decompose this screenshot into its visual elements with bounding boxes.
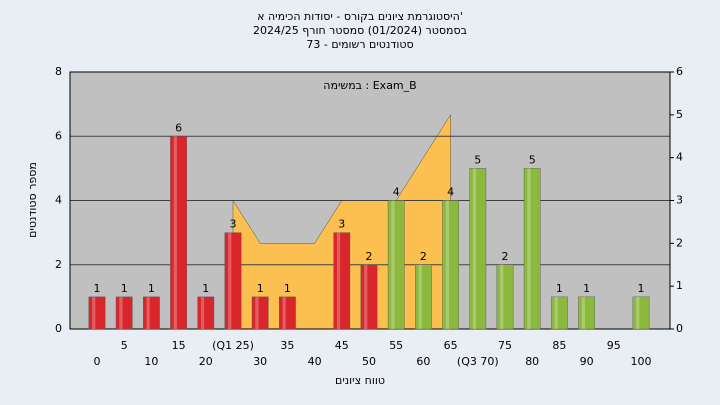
x-tick-label: 80 <box>525 355 539 368</box>
value-label: 5 <box>474 153 481 166</box>
bar <box>578 296 595 330</box>
bar-highlight <box>146 296 150 329</box>
x-tick-label: 90 <box>580 355 594 368</box>
value-label: 1 <box>638 282 645 295</box>
value-label: 1 <box>583 282 590 295</box>
y-tick-label: 0 <box>55 322 62 335</box>
bar-highlight <box>527 168 531 329</box>
chart-subtitle: סטודנטים רשומים - 73 <box>306 38 413 51</box>
value-label: 2 <box>366 250 373 263</box>
bar <box>251 296 269 330</box>
bar <box>551 296 568 330</box>
x-axis-label: טווח ציונים <box>335 374 385 387</box>
y-tick-label: 2 <box>55 258 62 271</box>
x-tick-label: 45 <box>335 339 349 352</box>
y-tick-label: 6 <box>55 129 62 142</box>
y2-tick-label: 6 <box>676 65 683 78</box>
y-axis-label: מספר סטודנטים <box>26 162 39 238</box>
x-tick-label: (Q1 25) <box>212 339 254 352</box>
value-label: 6 <box>175 121 182 134</box>
x-tick-label: 95 <box>607 339 621 352</box>
x-tick-label: 15 <box>172 339 186 352</box>
value-label: 2 <box>502 250 509 263</box>
bar-highlight <box>445 200 449 329</box>
bar-highlight <box>581 296 585 329</box>
x-tick-label: 60 <box>416 355 430 368</box>
bar <box>115 296 133 330</box>
bar-highlight <box>364 264 368 329</box>
bar-highlight <box>282 296 286 329</box>
x-tick-label: 20 <box>199 355 213 368</box>
annotation: במשימה : Exam_B <box>323 79 416 92</box>
y2-tick-label: 0 <box>676 322 683 335</box>
x-tick-label: 10 <box>144 355 158 368</box>
x-tick-label: 5 <box>121 339 128 352</box>
bar-highlight <box>418 264 422 329</box>
bar <box>415 264 432 330</box>
bar <box>442 200 459 330</box>
value-label: 1 <box>284 282 291 295</box>
bar-highlight <box>119 296 123 329</box>
value-label: 4 <box>393 186 400 199</box>
value-label: 1 <box>257 282 264 295</box>
bar <box>523 168 541 330</box>
bar-highlight <box>336 232 341 329</box>
y2-tick-label: 2 <box>676 236 683 249</box>
y2-tick-label: 3 <box>676 194 683 207</box>
y-tick-label: 4 <box>55 194 62 207</box>
bar-highlight <box>228 232 232 329</box>
value-label: 1 <box>148 282 155 295</box>
value-label: 3 <box>230 218 237 231</box>
value-label: 2 <box>420 250 427 263</box>
bar <box>360 264 378 330</box>
bar-highlight <box>173 136 177 329</box>
chart-subtitle: בסמסטר (01/2024) סמסטר חורף 2024/25 <box>253 24 467 37</box>
bar <box>197 296 215 330</box>
value-label: 5 <box>529 153 536 166</box>
x-tick-label: 40 <box>308 355 322 368</box>
x-tick-label: 85 <box>552 339 566 352</box>
value-label: 1 <box>94 282 101 295</box>
bar <box>387 200 405 330</box>
bar-highlight <box>200 296 205 329</box>
x-tick-label: 65 <box>444 339 458 352</box>
x-tick-label: (Q3 70) <box>457 355 499 368</box>
bar-highlight <box>472 168 477 329</box>
bar <box>170 136 187 330</box>
bar <box>632 296 650 330</box>
bar-highlight <box>554 296 558 329</box>
bar <box>279 296 296 330</box>
value-label: 3 <box>338 218 345 231</box>
x-tick-label: 100 <box>631 355 652 368</box>
x-tick-label: 35 <box>280 339 294 352</box>
chart-title: היסטוגרמת ציונים בקורס - יסודות הכימיה א… <box>257 10 463 23</box>
bar <box>143 296 160 330</box>
bar-highlight <box>255 296 259 329</box>
bar-highlight <box>500 264 504 329</box>
y-tick-label: 8 <box>55 65 62 78</box>
bar-highlight <box>636 296 640 329</box>
x-tick-label: 55 <box>389 339 403 352</box>
y2-tick-label: 5 <box>676 108 683 121</box>
value-label: 1 <box>121 282 128 295</box>
bar <box>469 168 487 330</box>
x-tick-label: 0 <box>94 355 101 368</box>
bar-highlight <box>92 296 96 329</box>
x-tick-label: 75 <box>498 339 512 352</box>
value-label: 1 <box>202 282 209 295</box>
y2-tick-label: 4 <box>676 151 683 164</box>
x-tick-label: 30 <box>253 355 267 368</box>
bar <box>333 232 351 330</box>
value-label: 1 <box>556 282 563 295</box>
bar <box>496 264 514 330</box>
bar <box>224 232 242 330</box>
bar-highlight <box>391 200 395 329</box>
bar <box>88 296 106 330</box>
x-tick-label: 50 <box>362 355 376 368</box>
y2-tick-label: 1 <box>676 279 683 292</box>
value-label: 4 <box>447 186 454 199</box>
